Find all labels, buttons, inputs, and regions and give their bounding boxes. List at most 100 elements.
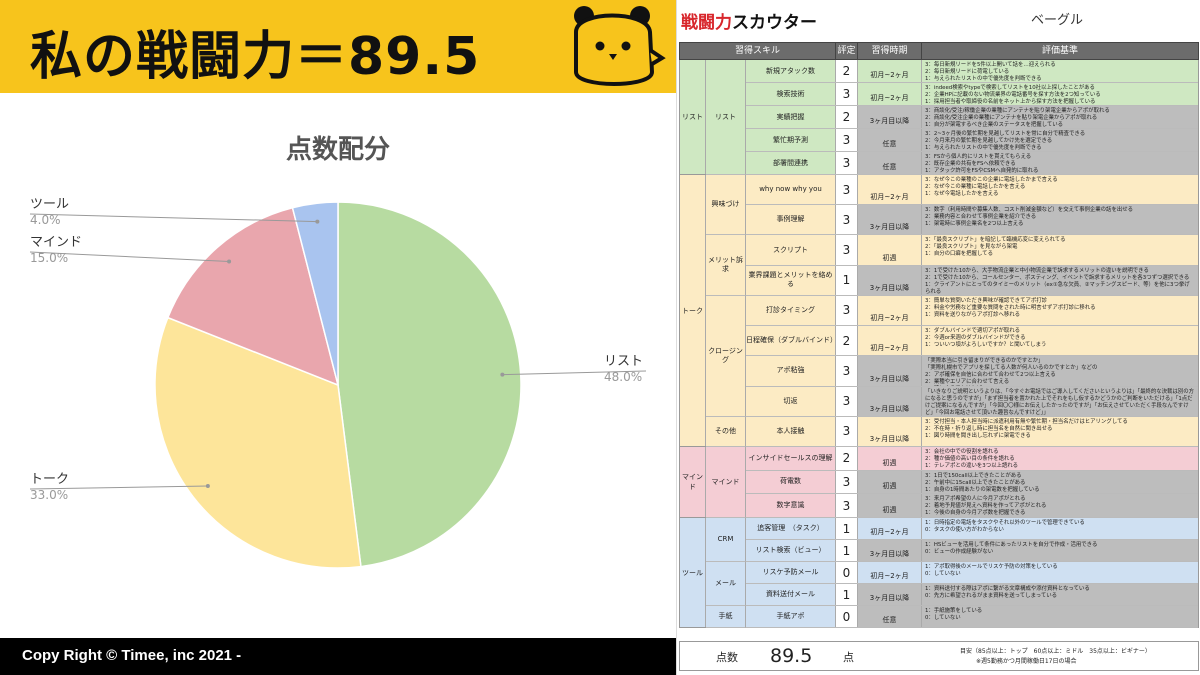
criteria-line: 2：今週or来週のダブルバインドができる [925, 335, 1026, 342]
skill-score: 3 [836, 386, 858, 416]
skill-period: 任意 [858, 129, 922, 151]
skill-score: 3 [836, 129, 858, 151]
criteria-line: 1：なぜ今電話したかを言える [925, 191, 999, 197]
skill-score: 3 [836, 416, 858, 446]
criteria-line: 3：会社の中での役割を語れる [925, 449, 999, 455]
skill-period: 3ヶ月目以降 [858, 386, 922, 416]
skill-criteria: 3：indeed検索やtypeで検索してリストを10社以上探したことがある 2：企… [922, 83, 1198, 105]
pie-slice-1 [154, 316, 362, 569]
criteria-line: 1：与えられたリストの中で優先度を判断できる [925, 145, 1042, 151]
pie-slice-3 [291, 201, 339, 386]
slice-label-2: マインド [30, 235, 82, 250]
criteria-line: 3：2~3ヶ月後の繁忙期を見越してリストを常に自分で精査できる [925, 131, 1086, 137]
table-row: 繁忙期予測 3 任意 3：2~3ヶ月後の繁忙期を見越してリストを常に自分で精査できる 2… [746, 129, 1198, 152]
skill-name: 検索技術 [746, 83, 836, 105]
skill-name: 実績把握 [746, 106, 836, 128]
pie-slice-0 [337, 201, 522, 568]
leader-dot-3 [315, 219, 320, 224]
skill-period: 任意 [858, 606, 922, 627]
skill-period: 3ヶ月目以降 [858, 584, 922, 605]
criteria-line: 1：自分が架電するべき企業のステータスを把握している [925, 122, 1064, 128]
criteria-line: 2：業種やエリアに合わせて言える [925, 379, 1010, 386]
sheet-title-red: 戦闘力 [681, 13, 732, 33]
skill-score: 3 [836, 175, 858, 205]
skill-name: 本人接触 [746, 416, 836, 446]
skill-criteria: 「いきなりご説明というよりは、「今すぐお電話ではご導入してくださいというよりは」… [922, 386, 1198, 416]
slice-value-3: 4.0% [30, 213, 61, 227]
skill-period: 3ヶ月目以降 [858, 265, 922, 295]
skill-criteria: 1：手紙施策をしている 0：していない [922, 606, 1198, 627]
criteria-line: 2：商談化/受注企業の業種にアンテナを貼り架電企業からアポが取れる [925, 115, 1098, 121]
skill-name: 繁忙期予測 [746, 129, 836, 151]
skill-criteria: 3：来月アポ希望の人に今月アポがとれる 2：着地予見値が見えへ資料を作ってアポがと… [922, 494, 1198, 517]
skill-score: 2 [836, 106, 858, 128]
skill-period: 初月~2ヶ月 [858, 326, 922, 356]
criteria-line: 3：1日で150call以上できたことがある [925, 472, 1022, 479]
skill-name: リスト検索（ビュー） [746, 540, 836, 561]
header-skill: 習得スキル [680, 43, 836, 59]
skill-period: 初月~2ヶ月 [858, 562, 922, 583]
skill-score: 3 [836, 356, 858, 386]
criteria-line: 2：業務内容と合わせて事例企業を紹介できる [925, 214, 1037, 221]
left-panel: 私の戦闘力＝89.5 点数配分 リスト 48.0% トーク 33.0% マインド 15.0… [0, 0, 676, 675]
total-label: 点数 [716, 651, 738, 664]
skill-criteria: 1：HSビューを活用して条件にあったリストを自分で作成・活用できる 0：ビューの作… [922, 540, 1198, 561]
header-score: 評定 [836, 43, 858, 59]
table-row: 事例理解 3 3ヶ月目以降 3：数字（利用時間や募集人数、コスト削減金額など）を交えて… [746, 205, 1198, 236]
skill-name: 数字意識 [746, 494, 836, 517]
skill-criteria: 3：1で受けた10から、大手物流企業と中小物流企業で訴求するメリットの違いを説明… [922, 265, 1198, 295]
criteria-line: 2：着地予見値が見えへ資料を作ってアポがとれる [925, 503, 1047, 510]
skill-name: 日程確保（ダブルバインド） [746, 326, 836, 356]
skill-criteria: 「実際本当に引き留まりができるのかですとか」 「実際札幌市でアプリを探してる人数が… [922, 356, 1198, 386]
subgroup-label: クロージング [706, 295, 746, 417]
footer: Copy Right © Timee, inc 2021 - [0, 638, 676, 675]
pie-chart: 点数配分 リスト 48.0% トーク 33.0% マインド 15.0% ツール 4.0% [0, 93, 676, 638]
criteria-line: 1：架電時に事例企業名を2つ以上言える [925, 221, 1024, 228]
skill-name: 新規アタック数 [746, 60, 836, 82]
skill-name: 業界課題とメリットを絡める [746, 265, 836, 295]
skill-score: 1 [836, 518, 858, 539]
table-row: 荷電数 3 初週 3：1日で150call以上できたことがある 2：午前中に15call… [746, 470, 1198, 495]
skill-name: スクリプト [746, 235, 836, 265]
table-row: スクリプト 3 初週 3：「最良スクリプト」を暗記して臨機応変に変えられてる 2：「最良… [746, 235, 1198, 266]
subgroup-label: マインド [706, 447, 746, 518]
leader-line-1 [29, 485, 208, 490]
table-row: 資料送付メール 1 3ヶ月目以降 1：資料送付する際はアポに繋がる文章構成や添付資料と… [746, 584, 1198, 606]
skill-period: 初月~2ヶ月 [858, 295, 922, 326]
criteria-line: 3：受付担当・本人担当時に派遣利用有無や繁忙期・担当名だけはヒアリングしてる [925, 418, 1128, 425]
skill-criteria: 1：資料送付する際はアポに繋がる文章構成や添付資料となっている 0：先方に希望され… [922, 584, 1198, 605]
criteria-line: 1：アタック許可をFSやCSMへ自発的に取れる [925, 168, 1039, 174]
criteria-line: 2：「最良スクリプト」を見ながら架電 [925, 244, 1018, 251]
criteria-line: 1：資料を送りながらアポ打診へ移れる [925, 311, 1021, 318]
skill-name: 荷電数 [746, 470, 836, 494]
skill-criteria: 3：商談化/受注/稼働企業の業種にアンテナを貼り架電企業からアポが取れる 2：商談… [922, 106, 1198, 128]
table-row: インサイドセールスの理解 2 初週 3：会社の中での役割を語れる 2：種か価値の高い目の… [746, 447, 1198, 471]
header-period: 習得時期 [858, 43, 922, 59]
skill-period: 3ヶ月目以降 [858, 205, 922, 235]
table-group-0: リスト リスト 新規アタック数 2 初月~2ヶ月 3：毎日新規リードを5件以上開いて話を…… [679, 60, 1199, 175]
skill-score: 3 [836, 83, 858, 105]
skill-score: 3 [836, 494, 858, 517]
table-row: 切返 3 3ヶ月目以降 「いきなりご説明というよりは、「今すぐお電話ではご導入してくだ… [746, 386, 1198, 417]
criteria-line: 3：商談化/受注/稼働企業の業種にアンテナを貼り架電企業からアポが取れる [925, 108, 1110, 114]
table-row: 新規アタック数 2 初月~2ヶ月 3：毎日新規リードを5件以上開いて話を…迎えられる 2… [746, 60, 1198, 83]
copyright-text: Copy Right © Timee, inc 2021 - [22, 647, 242, 664]
skill-score: 3 [836, 152, 858, 174]
skill-score: 3 [836, 470, 858, 494]
criteria-line: 0：タスクの使い方がわからない [925, 527, 1004, 533]
criteria-line: 0：していない [925, 615, 961, 621]
criteria-line: 3：indeed検索やtypeで検索してリストを10社以上探したことがある [925, 85, 1095, 91]
skill-criteria: 3：「最良スクリプト」を暗記して臨機応変に変えられてる 2：「最良スクリプト」を見… [922, 235, 1198, 265]
table-row: 日程確保（ダブルバインド） 2 初月~2ヶ月 3：ダブルバインドで適切アポが取れる 2：… [746, 326, 1198, 357]
sheet-title-rest: スカウター [732, 13, 817, 33]
criteria-line: 3：数字（利用時間や募集人数、コスト削減金額など）を交えて事例企業の話を出せる [925, 207, 1134, 214]
criteria-line: 3：「最良スクリプト」を暗記して臨機応変に変えられてる [925, 237, 1066, 244]
table-row: 業界課題とメリットを絡める 1 3ヶ月目以降 3：1で受けた10から、大手物流企業と中… [746, 265, 1198, 296]
criteria-line: 2：不在時・折り返し時に担当名を自然に聞き出せる [925, 425, 1053, 432]
skill-criteria: 3：数字（利用時間や募集人数、コスト削減金額など）を交えて事例企業の話を出せる 2… [922, 205, 1198, 235]
skill-period: 3ヶ月目以降 [858, 106, 922, 128]
skill-table: 習得スキル 評定 習得時期 評価基準 リスト リスト 新規アタック数 2 初月~2ヶ月 3… [679, 42, 1199, 628]
criteria-line: 3：ダブルバインドで適切アポが取れる [925, 328, 1021, 335]
criteria-line: 2：既存企業の共有をFSへ依頼できる [925, 161, 1016, 167]
